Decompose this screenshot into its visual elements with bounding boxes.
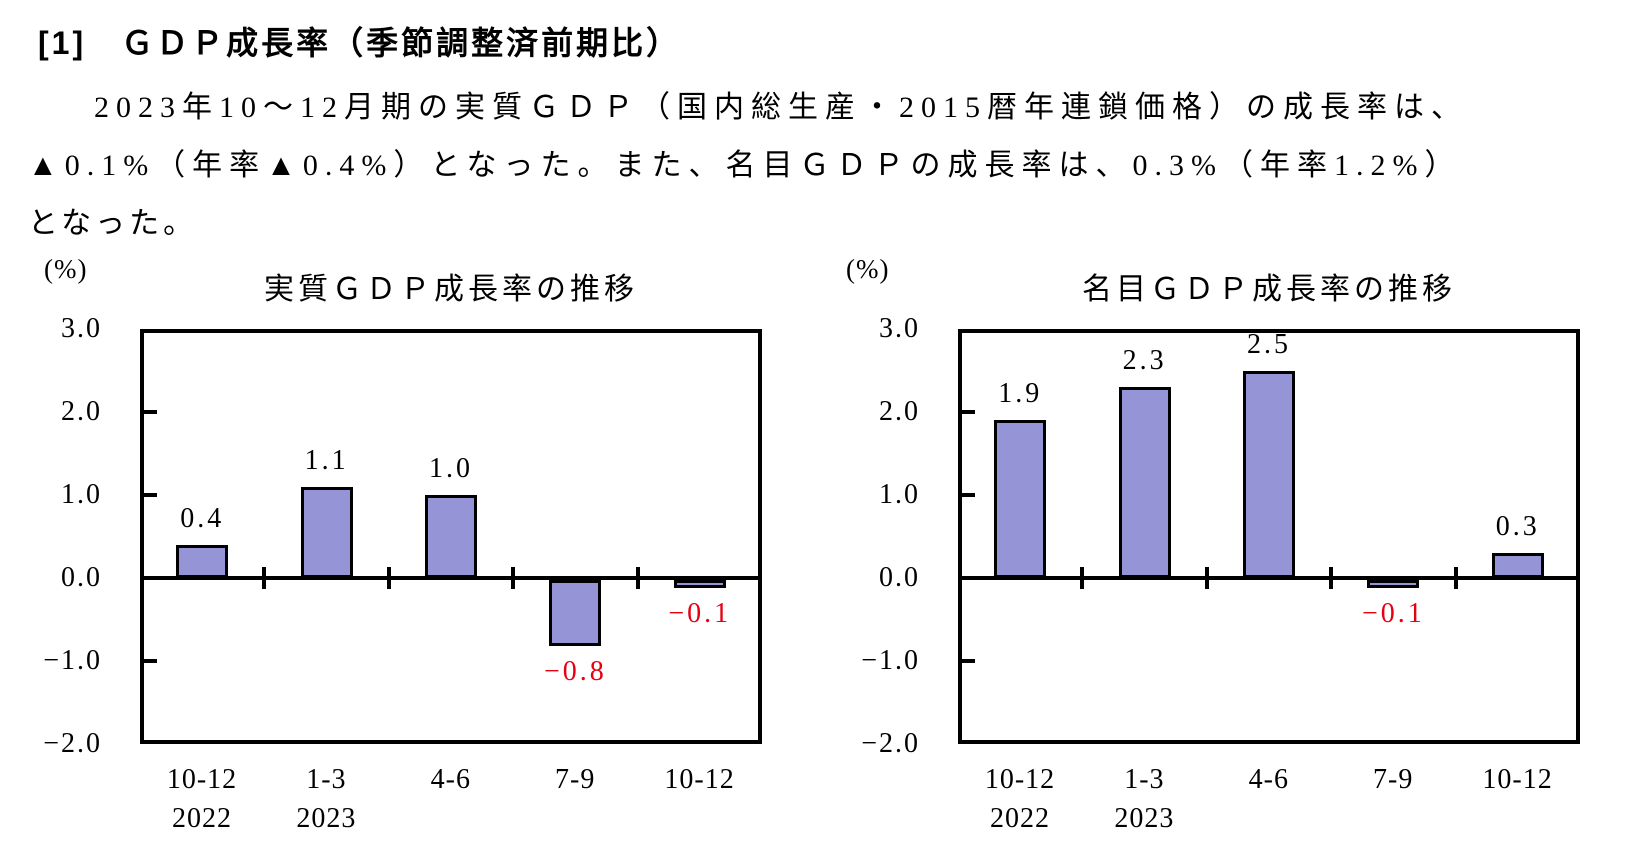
- bar-value-label: −0.1: [1361, 598, 1425, 630]
- y-tick-label: 3.0: [879, 313, 920, 344]
- nominal-gdp-growth-chart: (%) 名目ＧＤＰ成長率の推移 3.0 2.0 1.0 0.0 −1.0 −2.0 1.9 2…: [846, 250, 1641, 852]
- bar: [1367, 580, 1420, 589]
- category-tick: [262, 567, 267, 589]
- paragraph-line: ▲0.1%（年率▲0.4%）となった。また、名目ＧＤＰの成長率は、0.3%（年率…: [28, 149, 1462, 182]
- category-tick: [386, 567, 391, 589]
- x-tick-label: 4-6: [1248, 764, 1289, 795]
- y-tick-label: −2.0: [43, 728, 102, 759]
- y-tick: [144, 493, 157, 497]
- year-label: 2023: [296, 803, 357, 834]
- category-tick: [1329, 567, 1334, 589]
- category-tick: [1453, 567, 1458, 589]
- category-tick: [1204, 567, 1209, 589]
- paragraph-line: となった。: [28, 207, 198, 240]
- bar: [300, 486, 353, 578]
- chart-title: 実質ＧＤＰ成長率の推移: [264, 273, 638, 306]
- paragraph-line: 2023年10～12月期の実質ＧＤＰ（国内総生産・2015暦年連鎖価格）の成長率…: [94, 91, 1468, 124]
- x-tick-label: 10-12: [664, 764, 735, 795]
- y-tick-label: 0.0: [879, 562, 920, 593]
- category-tick: [635, 567, 640, 589]
- y-tick-label: 1.0: [61, 479, 102, 510]
- y-tick: [962, 659, 975, 663]
- bar: [673, 580, 726, 589]
- chart-title: 名目ＧＤＰ成長率の推移: [1082, 273, 1456, 306]
- y-tick-label: −2.0: [861, 728, 920, 759]
- section-heading: [1] ＧＤＰ成長率（季節調整済前期比）: [38, 25, 682, 61]
- bar-value-label: 2.3: [1122, 345, 1167, 377]
- y-tick-label: −1.0: [43, 645, 102, 676]
- bar-value-label: −0.8: [543, 656, 607, 688]
- y-tick-label: 2.0: [61, 396, 102, 427]
- year-label: 2022: [172, 803, 232, 834]
- x-tick-label: 1-3: [306, 764, 347, 795]
- bar: [994, 420, 1047, 578]
- bar: [176, 544, 229, 578]
- x-tick-label: 10-12: [166, 764, 238, 795]
- bar-value-label: −0.1: [668, 598, 732, 630]
- y-tick-label: 2.0: [879, 396, 920, 427]
- zero-line: [142, 576, 760, 580]
- y-tick-label: 3.0: [61, 313, 102, 344]
- y-tick-label: 1.0: [879, 479, 920, 510]
- y-tick: [962, 410, 975, 414]
- x-tick-label: 7-9: [1373, 764, 1414, 795]
- y-tick-label: 0.0: [61, 562, 102, 593]
- bar: [425, 495, 477, 578]
- bar-value-label: 2.5: [1247, 328, 1291, 360]
- category-tick: [1080, 567, 1085, 589]
- plot-area-border: [958, 329, 1580, 744]
- x-tick-label: 10-12: [984, 764, 1056, 795]
- bar-value-label: 0.4: [180, 502, 225, 534]
- bar: [1491, 553, 1544, 578]
- zero-line: [960, 576, 1578, 580]
- x-tick-label: 1-3: [1124, 764, 1165, 795]
- category-tick: [511, 567, 516, 589]
- x-tick-label: 7-9: [555, 764, 596, 795]
- x-tick-label: 10-12: [1482, 764, 1553, 795]
- y-tick: [144, 410, 157, 414]
- y-tick-label: −1.0: [861, 645, 920, 676]
- bar-value-label: 0.3: [1495, 511, 1540, 543]
- bar: [1243, 370, 1295, 578]
- bar: [549, 580, 602, 647]
- y-tick: [144, 659, 157, 663]
- y-axis-unit-label: (%): [846, 254, 890, 284]
- year-label: 2022: [990, 803, 1050, 834]
- year-label: 2023: [1114, 803, 1175, 834]
- y-axis-unit-label: (%): [44, 254, 88, 284]
- real-gdp-growth-chart: (%) 実質ＧＤＰ成長率の推移 3.0 2.0 1.0 0.0 −1.0 −2.0 0.4 1…: [30, 250, 830, 852]
- bar-value-label: 1.1: [304, 444, 349, 476]
- plot-area-border: [140, 329, 762, 744]
- bar: [1118, 387, 1171, 578]
- x-tick-label: 4-6: [430, 764, 471, 795]
- bar-value-label: 1.0: [429, 453, 473, 484]
- bar-value-label: 1.9: [998, 378, 1043, 410]
- y-tick: [962, 493, 975, 497]
